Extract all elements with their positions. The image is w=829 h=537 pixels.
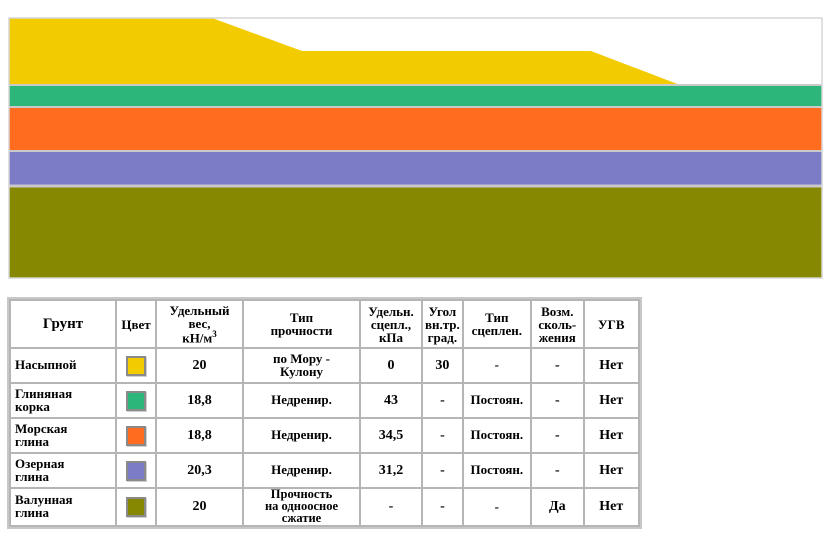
cell-cohesion-type: - xyxy=(461,487,532,527)
soil-properties-table: Грунт Цвет Удельный вес, кН/м3 Тип прочн… xyxy=(9,299,640,527)
header-friction-angle: Угол вн.тр. град. xyxy=(421,299,464,349)
header-sliding: Возм. сколь- жения xyxy=(529,299,585,349)
table-row: Валунная глина 20 Прочность на одноосное сжат… xyxy=(9,487,640,527)
color-swatch xyxy=(126,390,146,411)
layer-clay-crust xyxy=(9,85,822,107)
cell-cohesion-type: Постоян. xyxy=(461,417,532,454)
cell-friction-angle: - xyxy=(421,417,464,454)
layer-boulder-clay xyxy=(9,186,822,278)
header-cohesion-type: Тип сцеплен. xyxy=(461,299,532,349)
cell-groundwater: Нет xyxy=(582,347,640,384)
header-unit-weight: Удельный вес, кН/м3 xyxy=(155,299,244,349)
cell-cohesion-type: - xyxy=(461,347,532,384)
cell-friction-angle: - xyxy=(421,487,464,527)
cell-color xyxy=(115,452,157,489)
cell-strength-type: по Мору - Кулону xyxy=(242,347,361,384)
table-row: Насыпной 20 по Мору - Кулону 0 30- - Нет xyxy=(9,347,640,384)
cell-groundwater: Нет xyxy=(582,487,640,527)
table-row: Глиняная корка 18,8 Недренир. 43- Постоян. - Не… xyxy=(9,382,640,419)
cell-cohesion: 31,2 xyxy=(359,452,423,489)
section-frame xyxy=(8,17,823,279)
cell-strength-type: Недренир. xyxy=(242,452,361,489)
cell-cohesion: - xyxy=(359,487,423,527)
table-row: Озерная глина 20,3 Недренир. 31,2- Постоян. - Н… xyxy=(9,452,640,489)
cell-cohesion-type: Постоян. xyxy=(461,452,532,489)
cell-sliding: - xyxy=(529,347,585,384)
cell-soil-name: Насыпной xyxy=(9,347,117,384)
header-soil: Грунт xyxy=(9,299,117,349)
cell-cohesion: 34,5 xyxy=(359,417,423,454)
table-header-row: Грунт Цвет Удельный вес, кН/м3 Тип прочн… xyxy=(9,299,640,349)
table-row: Морская глина 18,8 Недренир. 34,5- Постоян. - Н… xyxy=(9,417,640,454)
cell-friction-angle: - xyxy=(421,452,464,489)
cell-color xyxy=(115,417,157,454)
cell-cohesion: 0 xyxy=(359,347,423,384)
color-swatch xyxy=(126,496,146,517)
cell-friction-angle: 30 xyxy=(421,347,464,384)
cell-groundwater: Нет xyxy=(582,417,640,454)
cell-unit-weight: 20 xyxy=(155,487,244,527)
cell-friction-angle: - xyxy=(421,382,464,419)
cell-soil-name: Валунная глина xyxy=(9,487,117,527)
cell-cohesion: 43 xyxy=(359,382,423,419)
cell-cohesion-type: Постоян. xyxy=(461,382,532,419)
color-swatch xyxy=(126,425,146,446)
header-groundwater: УГВ xyxy=(582,299,640,349)
cell-color xyxy=(115,382,157,419)
header-color: Цвет xyxy=(115,299,157,349)
cell-strength-type: Недренир. xyxy=(242,382,361,419)
cell-sliding: - xyxy=(529,452,585,489)
cell-strength-type: Недренир. xyxy=(242,417,361,454)
cell-color xyxy=(115,487,157,527)
cell-sliding: - xyxy=(529,382,585,419)
layer-marine-clay xyxy=(9,107,822,151)
layer-fill-embankment xyxy=(9,18,680,85)
cell-unit-weight: 18,8 xyxy=(155,382,244,419)
cell-soil-name: Озерная глина xyxy=(9,452,117,489)
cell-unit-weight: 20 xyxy=(155,347,244,384)
header-cohesion: Удельн. сцепл., кПа xyxy=(359,299,423,349)
color-swatch xyxy=(126,460,146,481)
soil-cross-section xyxy=(8,17,823,279)
cell-groundwater: Нет xyxy=(582,382,640,419)
cell-unit-weight: 20,3 xyxy=(155,452,244,489)
cell-sliding: - xyxy=(529,417,585,454)
cell-groundwater: Нет xyxy=(582,452,640,489)
cell-unit-weight: 18,8 xyxy=(155,417,244,454)
color-swatch xyxy=(126,355,146,376)
cell-soil-name: Глиняная корка xyxy=(9,382,117,419)
header-strength-type: Тип прочности xyxy=(242,299,361,349)
cell-strength-type: Прочность на одноосное сжатие xyxy=(242,487,361,527)
cell-sliding: Да xyxy=(529,487,585,527)
cell-color xyxy=(115,347,157,384)
layer-lake-clay xyxy=(9,151,822,186)
cell-soil-name: Морская глина xyxy=(9,417,117,454)
